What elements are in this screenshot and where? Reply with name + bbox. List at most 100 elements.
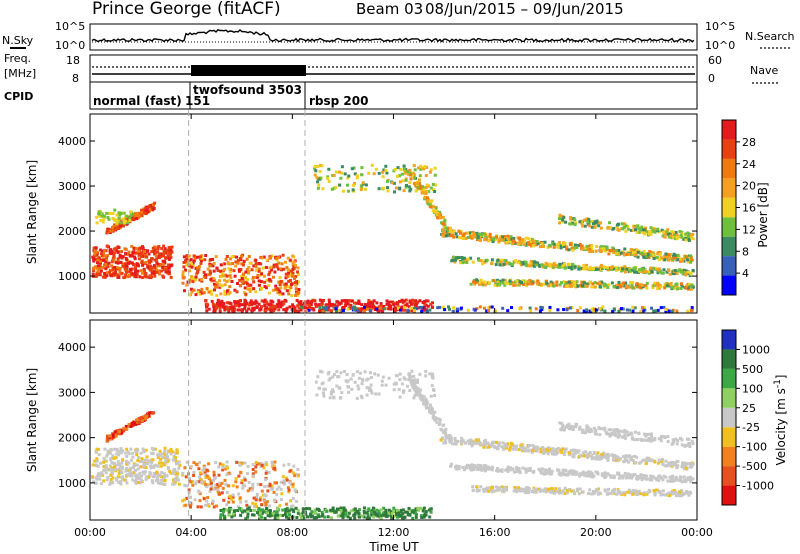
power-point: [564, 220, 568, 224]
velocity-point: [398, 395, 402, 399]
power-point: [684, 232, 688, 236]
velocity-point: [523, 449, 527, 453]
power-point: [294, 293, 298, 297]
velocity-point: [498, 441, 501, 445]
power-point: [116, 261, 120, 265]
velocity-point: [203, 480, 206, 484]
power-point: [132, 246, 136, 250]
velocity-point: [238, 507, 242, 511]
velocity-point: [320, 382, 324, 386]
power-point: [455, 307, 459, 311]
power-point: [127, 261, 131, 265]
velocity-point: [181, 499, 185, 503]
velocity-point: [188, 478, 191, 482]
power-point: [608, 266, 612, 270]
power-point: [366, 307, 369, 311]
velocity-point: [264, 461, 268, 464]
power-point: [448, 307, 451, 311]
power-point: [413, 176, 417, 180]
power-point: [550, 284, 554, 287]
velocity-point: [100, 482, 103, 486]
power-point: [684, 271, 688, 275]
velocity-point: [151, 475, 155, 479]
power-point: [519, 260, 523, 264]
power-point: [447, 305, 450, 309]
power-point: [268, 278, 272, 282]
power-point: [573, 218, 577, 222]
velocity-point: [148, 411, 152, 415]
power-point: [116, 257, 120, 261]
velocity-point: [159, 482, 163, 485]
power-point: [118, 213, 122, 217]
power-point: [461, 237, 465, 240]
power-point: [505, 240, 509, 244]
power-point: [112, 274, 116, 278]
velocity-point: [156, 481, 160, 485]
power-point: [105, 211, 109, 215]
power-point: [194, 276, 197, 280]
velocity-point: [182, 498, 186, 502]
velocity-point: [579, 454, 583, 458]
power-point: [434, 206, 438, 210]
power-point: [228, 285, 232, 289]
power-point: [571, 221, 575, 225]
power-point: [645, 286, 649, 290]
velocity-point: [316, 375, 320, 379]
power-point: [236, 261, 240, 265]
power-point: [602, 265, 606, 269]
noise-panel-frame: [89, 23, 698, 51]
velocity-point: [133, 479, 137, 483]
power-point: [296, 273, 300, 277]
power-point: [590, 244, 594, 248]
velocity-point: [384, 383, 388, 387]
cpid-mode-rbsp: rbsp 200: [309, 94, 368, 108]
power-point: [556, 242, 560, 246]
power-point: [649, 232, 653, 236]
power-y-tick-label: 4000: [58, 135, 86, 148]
velocity-point: [216, 485, 220, 489]
velocity-point: [117, 453, 121, 457]
power-point: [648, 250, 652, 254]
velocity-point: [342, 506, 346, 510]
power-point: [396, 302, 400, 306]
power-point: [436, 306, 440, 310]
velocity-point: [349, 377, 353, 381]
velocity-point: [283, 512, 287, 516]
power-point: [228, 270, 232, 274]
velocity-point: [327, 370, 331, 374]
power-point: [689, 254, 693, 258]
power-point: [297, 300, 301, 304]
power-point: [480, 233, 484, 236]
power-point: [680, 282, 683, 286]
velocity-point: [204, 503, 208, 507]
power-point: [374, 167, 378, 171]
power-point: [679, 270, 683, 274]
power-point: [657, 267, 661, 271]
power-point: [297, 288, 301, 291]
velocity-point: [556, 468, 559, 472]
velocity-point: [144, 466, 148, 469]
velocity-point: [367, 516, 371, 520]
velocity-point: [576, 450, 580, 454]
power-point: [272, 265, 276, 269]
power-point: [515, 279, 519, 283]
power-point: [291, 254, 295, 258]
velocity-point: [184, 503, 188, 507]
velocity-point: [375, 512, 379, 516]
power-point: [614, 249, 618, 253]
velocity-point: [524, 470, 528, 474]
velocity-point: [385, 514, 389, 518]
velocity-point: [227, 510, 231, 514]
power-point: [462, 235, 465, 239]
power-point: [212, 282, 216, 286]
velocity-point: [118, 480, 122, 484]
velocity-point: [281, 514, 285, 517]
power-point: [606, 225, 610, 229]
velocity-point: [187, 476, 191, 480]
velocity-point: [246, 507, 250, 511]
velocity-point: [308, 507, 312, 511]
power-point: [104, 263, 108, 267]
velocity-point: [176, 451, 179, 455]
power-point: [320, 164, 324, 168]
